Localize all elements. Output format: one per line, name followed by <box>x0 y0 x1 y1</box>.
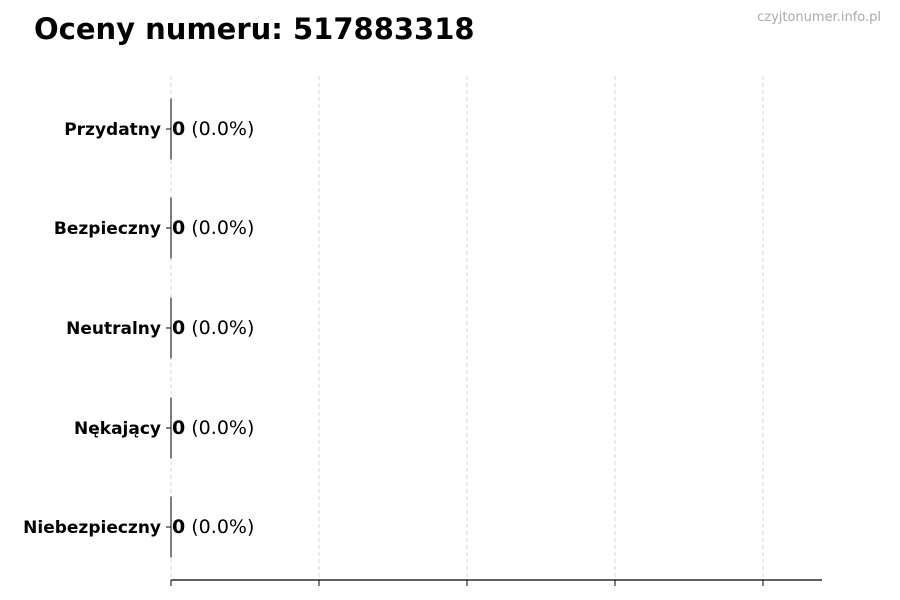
data-label: 0 (0.0%) <box>172 516 254 538</box>
y-tick-label: Nękający <box>74 419 161 439</box>
y-tick-label: Niebezpieczny <box>23 518 161 538</box>
chart-title: Oceny numeru: 517883318 <box>34 12 475 46</box>
y-tick-label: Neutralny <box>66 319 161 339</box>
y-tick-label: Bezpieczny <box>54 219 161 239</box>
data-label: 0 (0.0%) <box>172 417 254 439</box>
y-tick-label: Przydatny <box>64 120 161 140</box>
data-label: 0 (0.0%) <box>172 217 254 239</box>
data-label: 0 (0.0%) <box>172 118 254 140</box>
data-label: 0 (0.0%) <box>172 317 254 339</box>
watermark: czyjtonumer.info.pl <box>757 10 881 25</box>
